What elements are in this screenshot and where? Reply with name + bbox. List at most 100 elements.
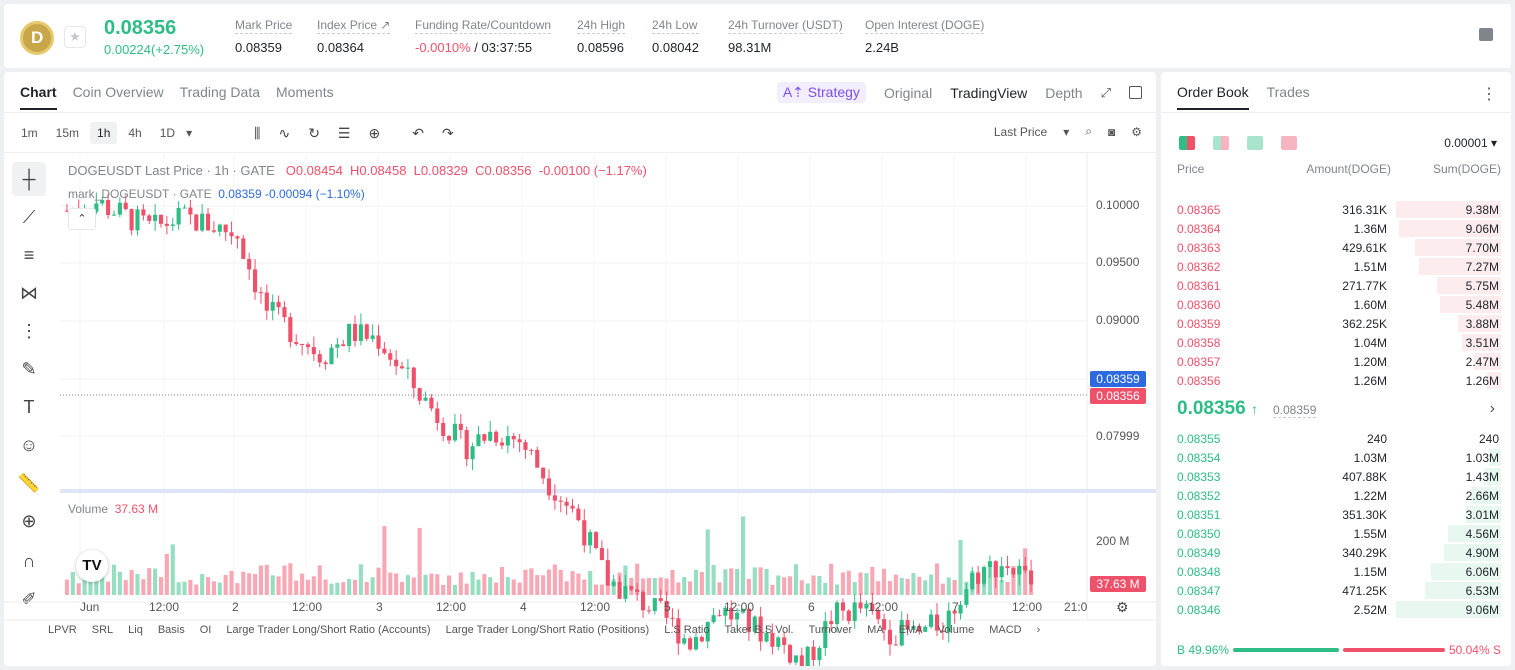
candle-body bbox=[505, 435, 510, 446]
layout-split-icon[interactable] bbox=[1213, 136, 1229, 150]
bid-row[interactable]: 0.08348 1.15M 6.06M bbox=[1161, 562, 1511, 581]
candle-body bbox=[452, 423, 457, 441]
indicator-item[interactable]: Liq bbox=[128, 624, 143, 636]
candle-type-icon[interactable]: ⫼ bbox=[254, 125, 261, 141]
stat-index-price[interactable]: Index Price ↗ 0.08364 bbox=[317, 18, 391, 55]
interval-dropdown-icon[interactable]: ▾ bbox=[186, 126, 193, 140]
expand-icon[interactable]: ⤢ bbox=[1100, 84, 1111, 100]
indicator-item[interactable]: OI bbox=[199, 624, 212, 636]
interval-1m[interactable]: 1m bbox=[21, 126, 38, 140]
layout-both-icon[interactable] bbox=[1179, 136, 1195, 150]
tab-chart[interactable]: Chart bbox=[20, 84, 57, 110]
precision-select[interactable]: 0.00001 ▾ bbox=[1444, 136, 1497, 150]
add-indicator-icon[interactable]: ⊕ bbox=[368, 125, 381, 141]
tab-original[interactable]: Original bbox=[883, 84, 933, 101]
layout-bids-icon[interactable] bbox=[1247, 136, 1263, 150]
tab-trading-data[interactable]: Trading Data bbox=[179, 84, 261, 100]
candle-body bbox=[347, 323, 352, 347]
bid-row[interactable]: 0.08350 1.55M 4.56M bbox=[1161, 524, 1511, 543]
more-options-icon[interactable]: ⋮ bbox=[1481, 86, 1497, 103]
chevron-right-icon[interactable]: › bbox=[1036, 624, 1041, 636]
bid-row[interactable]: 0.08347 471.25K 6.53M bbox=[1161, 581, 1511, 600]
tab-trades[interactable]: Trades bbox=[1266, 84, 1310, 100]
fib-icon[interactable]: ⋮ bbox=[20, 320, 38, 341]
indicator-item[interactable]: Volume bbox=[937, 624, 975, 636]
order-sum: 2.66M bbox=[1465, 489, 1499, 503]
brush-icon[interactable]: ✎ bbox=[21, 358, 37, 379]
crosshair-icon[interactable]: ┼ bbox=[12, 162, 46, 196]
volume-bar bbox=[787, 576, 793, 595]
indicator-item[interactable]: MACD bbox=[989, 624, 1022, 636]
collapse-legend-button[interactable]: ⌃ bbox=[68, 208, 96, 230]
redo-icon[interactable]: ↷ bbox=[441, 125, 454, 141]
ask-row[interactable]: 0.08363 429.61K 7.70M bbox=[1161, 238, 1511, 257]
tab-moments[interactable]: Moments bbox=[276, 84, 334, 100]
ask-row[interactable]: 0.08357 1.20M 2.47M bbox=[1161, 352, 1511, 371]
bid-row[interactable]: 0.08346 2.52M 9.06M bbox=[1161, 600, 1511, 619]
tab-coin-overview[interactable]: Coin Overview bbox=[72, 84, 164, 100]
layout-asks-icon[interactable] bbox=[1281, 136, 1297, 150]
favorite-star-icon[interactable]: ★ bbox=[64, 26, 86, 48]
emoji-icon[interactable]: ☺ bbox=[19, 434, 39, 455]
indicator-item[interactable]: Basis bbox=[157, 624, 185, 636]
volume-bar bbox=[641, 578, 646, 595]
bid-row[interactable]: 0.08352 1.22M 2.66M bbox=[1161, 486, 1511, 505]
price-type-select[interactable]: Last Price bbox=[993, 124, 1048, 139]
axis-settings-icon[interactable]: ⚙ bbox=[1116, 599, 1129, 615]
horizontal-lines-icon[interactable]: ≡ bbox=[23, 244, 35, 265]
camera-icon[interactable]: ◙ bbox=[1107, 124, 1116, 139]
ask-row[interactable]: 0.08361 271.77K 5.75M bbox=[1161, 276, 1511, 295]
magnet-icon[interactable]: ∩ bbox=[22, 550, 36, 571]
indicator-item[interactable]: SRL bbox=[91, 624, 114, 636]
settings-gear-icon[interactable]: ⚙ bbox=[1131, 124, 1142, 139]
bid-row[interactable]: 0.08353 407.88K 1.43M bbox=[1161, 467, 1511, 486]
indicator-item[interactable]: Large Trader Long/Short Ratio (Accounts) bbox=[226, 624, 431, 636]
tab-tradingview[interactable]: TradingView bbox=[950, 84, 1028, 101]
search-icon[interactable]: ⌕ bbox=[1085, 124, 1092, 138]
pencil-icon[interactable]: ✐ bbox=[21, 588, 37, 609]
guide-book-icon[interactable] bbox=[1479, 28, 1493, 41]
template-icon[interactable]: ☰ bbox=[337, 125, 351, 141]
chevron-right-icon[interactable]: › bbox=[1489, 400, 1495, 417]
tab-order-book[interactable]: Order Book bbox=[1177, 84, 1249, 110]
bid-row[interactable]: 0.08349 340.29K 4.90M bbox=[1161, 543, 1511, 562]
indicator-item[interactable]: L.S Ratio bbox=[664, 624, 710, 636]
ask-row[interactable]: 0.08362 1.51M 7.27M bbox=[1161, 257, 1511, 276]
price-type-dropdown-icon[interactable]: ▾ bbox=[1063, 124, 1070, 139]
strategy-button[interactable]: A⇡ Strategy bbox=[776, 82, 866, 103]
volume-bar bbox=[664, 578, 669, 595]
indicator-item[interactable]: Taker B.S Vol. bbox=[724, 624, 794, 636]
ask-row[interactable]: 0.08356 1.26M 1.26M bbox=[1161, 371, 1511, 390]
ask-row[interactable]: 0.08364 1.36M 9.06M bbox=[1161, 219, 1511, 238]
ask-row[interactable]: 0.08365 316.31K 9.38M bbox=[1161, 200, 1511, 219]
tab-depth[interactable]: Depth bbox=[1045, 84, 1083, 101]
interval-4h[interactable]: 4h bbox=[128, 126, 142, 140]
ask-row[interactable]: 0.08359 362.25K 3.88M bbox=[1161, 314, 1511, 333]
price-chart[interactable] bbox=[4, 72, 1156, 666]
indicator-item[interactable]: LPVR bbox=[48, 624, 77, 636]
candle-body bbox=[158, 214, 164, 224]
interval-15m[interactable]: 15m bbox=[55, 126, 80, 140]
zoom-in-icon[interactable]: ⊕ bbox=[21, 510, 37, 531]
indicator-item[interactable]: Turnover bbox=[808, 624, 853, 636]
pattern-icon[interactable]: ⋈ bbox=[20, 282, 38, 303]
ruler-icon[interactable]: 📏 bbox=[17, 472, 41, 493]
ask-row[interactable]: 0.08360 1.60M 5.48M bbox=[1161, 295, 1511, 314]
ask-row[interactable]: 0.08358 1.04M 3.51M bbox=[1161, 333, 1511, 352]
tradingview-logo[interactable]: TV bbox=[76, 550, 108, 582]
indicator-item[interactable]: Large Trader Long/Short Ratio (Positions… bbox=[445, 624, 650, 636]
interval-1h[interactable]: 1h bbox=[90, 122, 118, 144]
bid-row[interactable]: 0.08354 1.03M 1.03M bbox=[1161, 448, 1511, 467]
window-icon[interactable] bbox=[1129, 86, 1142, 99]
bid-row[interactable]: 0.08355 240 240 bbox=[1161, 429, 1511, 448]
text-tool-icon[interactable]: T bbox=[23, 396, 35, 417]
indicator-item[interactable]: EMA bbox=[898, 624, 923, 636]
interval-1d[interactable]: 1D bbox=[159, 126, 176, 140]
indicator-item[interactable]: MA bbox=[867, 624, 884, 636]
undo-icon[interactable]: ↶ bbox=[412, 125, 424, 141]
trend-line-icon[interactable]: ⟋ bbox=[22, 206, 36, 227]
replay-icon[interactable]: ↻ bbox=[308, 125, 320, 141]
indicator-icon[interactable]: ∿ bbox=[278, 125, 291, 141]
bid-row[interactable]: 0.08351 351.30K 3.01M bbox=[1161, 505, 1511, 524]
volume-bar bbox=[593, 584, 599, 595]
